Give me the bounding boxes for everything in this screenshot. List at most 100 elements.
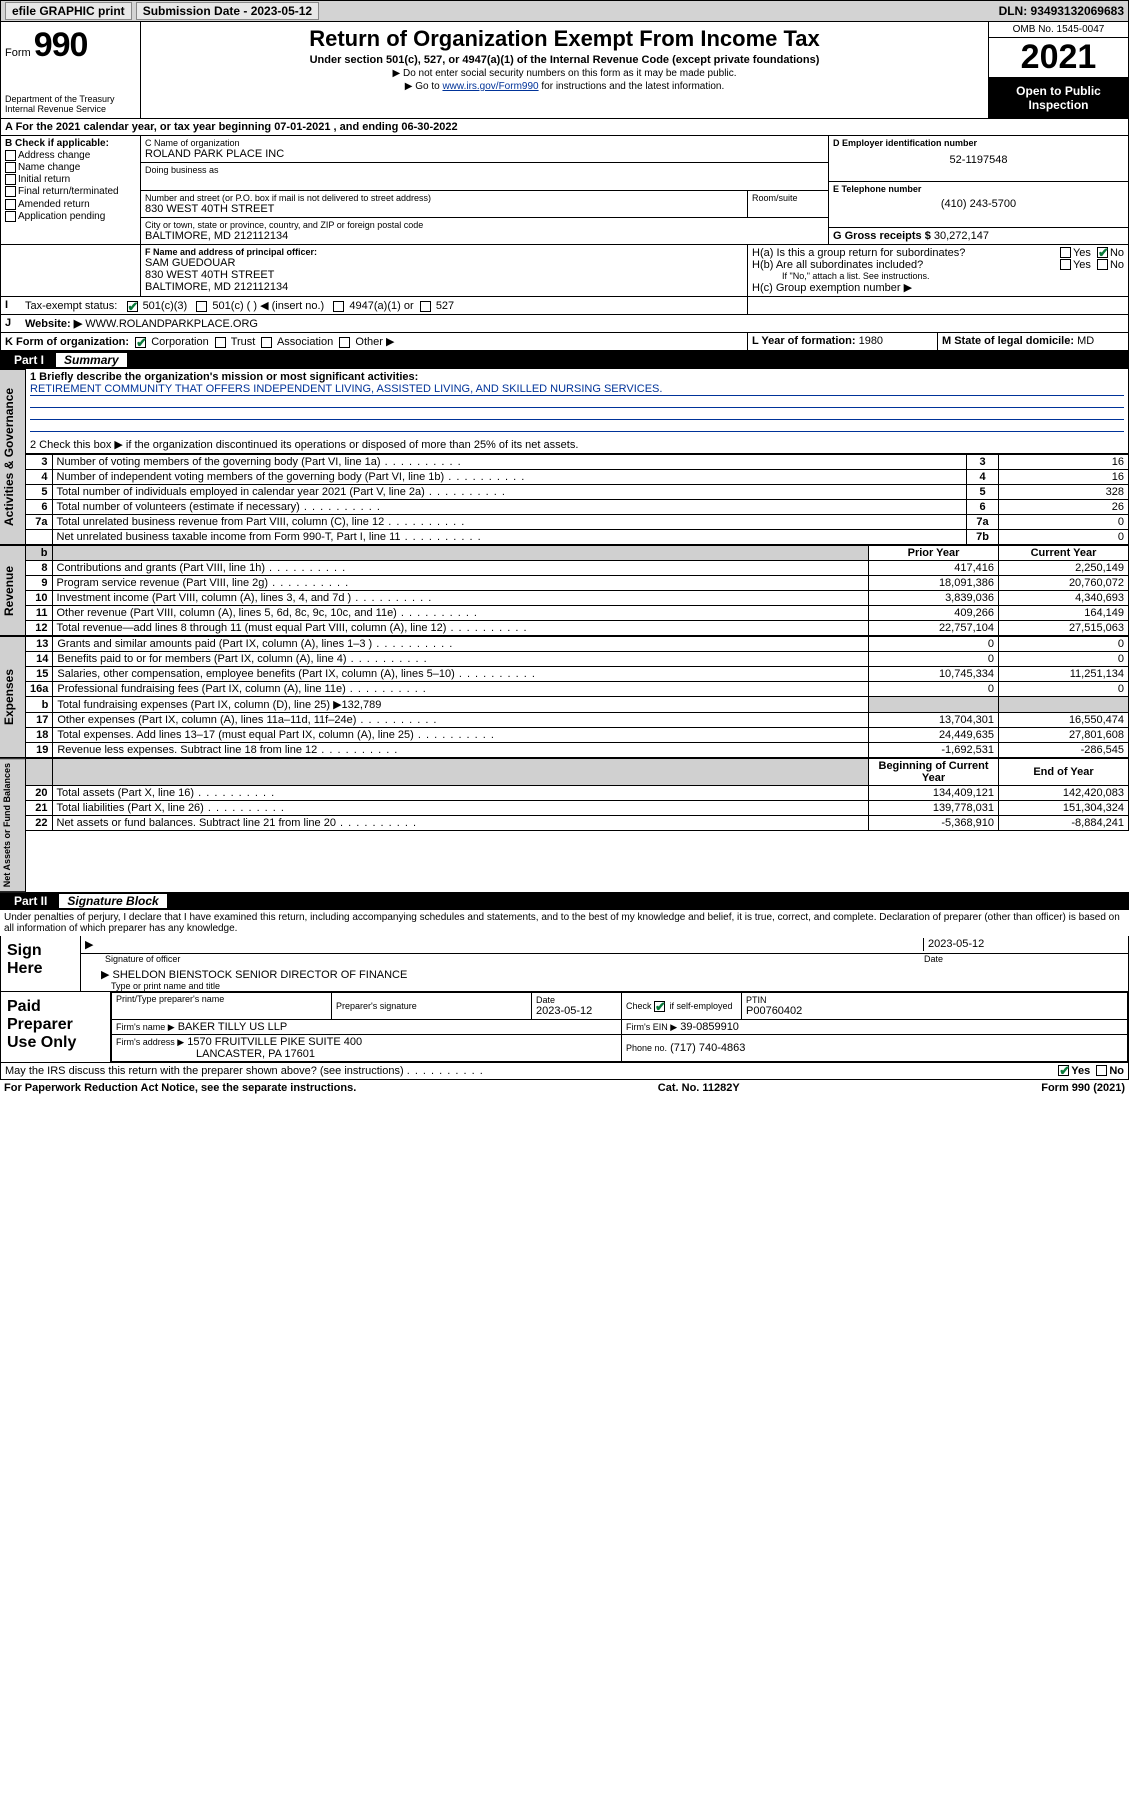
state-domicile: MD (1077, 335, 1094, 347)
part1-num: Part I (6, 353, 52, 367)
cb-address-change[interactable] (5, 150, 16, 161)
note-link-pre: ▶ Go to (405, 81, 443, 92)
table-row: 7a Total unrelated business revenue from… (26, 515, 1129, 530)
table-row: 16a Professional fundraising fees (Part … (26, 682, 1129, 697)
cb-corp[interactable] (135, 337, 146, 348)
vtab-netassets: Net Assets or Fund Balances (0, 758, 26, 892)
col-begin: Beginning of Current Year (869, 759, 999, 786)
firm-name-label: Firm's name ▶ (116, 1022, 175, 1032)
open-public: Open to Public Inspection (989, 78, 1128, 118)
cb-4947[interactable] (333, 301, 344, 312)
vtab-revenue: Revenue (0, 545, 26, 636)
dba-label: Doing business as (145, 165, 824, 175)
addr-label: Number and street (or P.O. box if mail i… (145, 193, 743, 203)
lbl-527: 527 (436, 300, 454, 312)
cb-mayirs-yes[interactable] (1058, 1065, 1069, 1076)
table-row: b Total fundraising expenses (Part IX, c… (26, 697, 1129, 713)
part2-title: Signature Block (59, 894, 166, 908)
table-row: 12 Total revenue—add lines 8 through 11 … (26, 621, 1129, 636)
mission-line4 (30, 420, 1124, 432)
firm-addr2: LANCASTER, PA 17601 (116, 1048, 315, 1060)
table-row: 11 Other revenue (Part VIII, column (A),… (26, 606, 1129, 621)
cb-ha-no[interactable] (1097, 247, 1108, 258)
year-formation: 1980 (859, 335, 883, 347)
ein-value: 52-1197548 (833, 154, 1124, 166)
vtab-expenses: Expenses (0, 636, 26, 758)
d-ein-label: D Employer identification number (833, 138, 1124, 148)
pt-name-label: Print/Type preparer's name (116, 994, 327, 1004)
sig-date-label: Date (924, 954, 1124, 964)
cb-initial-return[interactable] (5, 174, 16, 185)
cb-app-pending[interactable] (5, 211, 16, 222)
cb-hb-no[interactable] (1097, 259, 1108, 270)
cb-self-employed[interactable] (654, 1001, 665, 1012)
i-label: Tax-exempt status: (25, 300, 117, 312)
lbl-name-change: Name change (18, 162, 80, 173)
efile-graphic-btn[interactable]: efile GRAPHIC print (5, 2, 132, 20)
cb-final-return[interactable] (5, 186, 16, 197)
lbl-address-change: Address change (18, 150, 90, 161)
col-end: End of Year (999, 759, 1129, 786)
form-header: Form 990 Department of the Treasury Inte… (0, 22, 1129, 119)
cb-ha-yes[interactable] (1060, 247, 1071, 258)
officer-name: SAM GUEDOUAR (145, 257, 743, 269)
lbl-501c: 501(c) ( ) ◀ (insert no.) (212, 300, 324, 312)
table-row: 8 Contributions and grants (Part VIII, l… (26, 561, 1129, 576)
k-label: K Form of organization: (5, 336, 129, 348)
cb-527[interactable] (420, 301, 431, 312)
lbl-no1: No (1110, 247, 1124, 259)
table-row: 13 Grants and similar amounts paid (Part… (26, 637, 1129, 652)
part2-num: Part II (6, 894, 55, 908)
form-title: Return of Organization Exempt From Incom… (149, 26, 980, 52)
block-governance: Activities & Governance 1 Briefly descri… (0, 369, 1129, 545)
gross-receipts: 30,272,147 (934, 230, 989, 242)
cb-name-change[interactable] (5, 162, 16, 173)
table-row: 14 Benefits paid to or for members (Part… (26, 652, 1129, 667)
paid-preparer-label: Paid Preparer Use Only (1, 992, 111, 1062)
note-link: ▶ Go to www.irs.gov/Form990 for instruct… (149, 81, 980, 92)
paid-preparer-block: Paid Preparer Use Only Print/Type prepar… (0, 992, 1129, 1063)
ha-label: H(a) Is this a group return for subordin… (752, 247, 1060, 259)
cb-other[interactable] (339, 337, 350, 348)
note-link-post: for instructions and the latest informat… (541, 81, 724, 92)
table-row: 18 Total expenses. Add lines 13–17 (must… (26, 728, 1129, 743)
line-a-taxyear: A For the 2021 calendar year, or tax yea… (0, 119, 1129, 136)
ptin-value: P00760402 (746, 1005, 1123, 1017)
sign-here-label: Sign Here (1, 936, 81, 991)
may-irs-text: May the IRS discuss this return with the… (5, 1065, 404, 1077)
page-footer: For Paperwork Reduction Act Notice, see … (0, 1080, 1129, 1096)
block-netassets: Net Assets or Fund Balances Beginning of… (0, 758, 1129, 892)
dln-label: DLN: 93493132069683 (999, 4, 1124, 18)
table-row: 4 Number of independent voting members o… (26, 470, 1129, 485)
officer-addr2: BALTIMORE, MD 212112134 (145, 281, 743, 293)
submission-date-btn[interactable]: Submission Date - 2023-05-12 (136, 2, 319, 20)
pt-sig-label: Preparer's signature (336, 1001, 527, 1011)
l-label: L Year of formation: (752, 335, 856, 347)
cb-assoc[interactable] (261, 337, 272, 348)
cb-501c3[interactable] (127, 301, 138, 312)
f-label: F Name and address of principal officer: (145, 247, 743, 257)
net-table: Beginning of Current Year End of Year 20… (26, 758, 1129, 831)
lbl-trust: Trust (231, 336, 256, 348)
cb-amended[interactable] (5, 199, 16, 210)
table-row: 22 Net assets or fund balances. Subtract… (26, 816, 1129, 831)
lbl-app-pending: Application pending (18, 211, 105, 222)
table-row: 21 Total liabilities (Part X, line 26) 1… (26, 801, 1129, 816)
l1-label: 1 Briefly describe the organization's mi… (30, 371, 1124, 383)
cb-hb-yes[interactable] (1060, 259, 1071, 270)
cb-mayirs-no[interactable] (1096, 1065, 1107, 1076)
mission-line3 (30, 408, 1124, 420)
cb-trust[interactable] (215, 337, 226, 348)
lbl-amended: Amended return (18, 199, 90, 210)
table-row: 17 Other expenses (Part IX, column (A), … (26, 713, 1129, 728)
pt-check-label: Check (626, 1001, 654, 1011)
website-value: WWW.ROLANDPARKPLACE.ORG (85, 318, 258, 330)
cb-501c[interactable] (196, 301, 207, 312)
table-row: 6 Total number of volunteers (estimate i… (26, 500, 1129, 515)
gov-table: 3 Number of voting members of the govern… (26, 454, 1129, 545)
city-label: City or town, state or province, country… (145, 220, 824, 230)
footer-mid: Cat. No. 11282Y (658, 1082, 740, 1094)
table-row: 10 Investment income (Part VIII, column … (26, 591, 1129, 606)
col-b-checkboxes: B Check if applicable: Address change Na… (1, 136, 141, 244)
irs-link[interactable]: www.irs.gov/Form990 (442, 81, 538, 92)
